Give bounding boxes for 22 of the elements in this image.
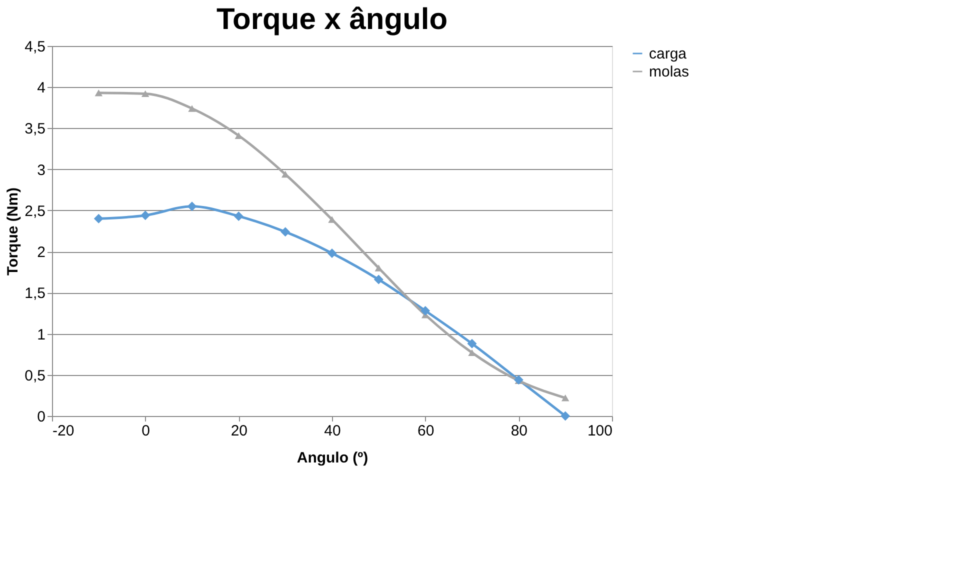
y-tick-label: 4	[37, 80, 46, 97]
y-tick-label: 2	[37, 244, 46, 262]
legend-label: molas	[649, 64, 690, 80]
y-tick-label: 0	[37, 408, 46, 426]
y-tick-label: 4,5	[24, 38, 46, 56]
x-tick-label: 80	[510, 422, 528, 440]
x-tick-label: 60	[417, 422, 434, 440]
y-tick-label: 1,5	[24, 285, 46, 302]
y-tick-label: 3,5	[24, 120, 46, 138]
x-tick-label: 0	[142, 422, 150, 440]
y-tick-label: 0,5	[24, 367, 46, 384]
x-tick-label: 100	[587, 422, 612, 440]
x-tick-label: -20	[52, 422, 74, 440]
chart-title: Torque x ângulo	[216, 3, 448, 36]
x-tick-label: 40	[324, 422, 341, 440]
y-tick-label: 2,5	[24, 202, 46, 220]
legend-label: carga	[649, 46, 688, 62]
y-tick-label: 3	[37, 162, 46, 179]
x-tick-label: 20	[230, 422, 248, 440]
y-tick-label: 1	[37, 326, 46, 344]
y-axis-title: Torque (Nm)	[4, 187, 22, 276]
x-axis-title: Angulo (º)	[296, 450, 368, 466]
